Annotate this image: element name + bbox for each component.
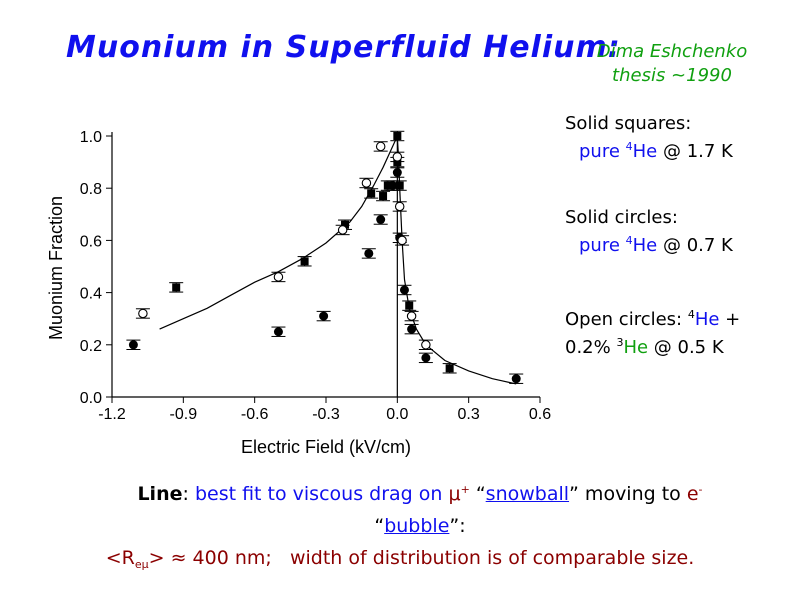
- y-tick-label: 0.2: [80, 338, 102, 355]
- data-point-circle-filled: [271, 326, 286, 337]
- marker-circle: [376, 215, 386, 225]
- data-point-circle-open: [392, 201, 407, 212]
- marker-open-circle: [273, 272, 284, 282]
- fit-line: [159, 135, 517, 385]
- y-tick-label: 0.4: [80, 286, 102, 303]
- marker-square: [393, 132, 402, 140]
- data-point-circle-filled: [418, 352, 433, 364]
- y-tick-label: 1.0: [80, 129, 102, 146]
- marker-open-circle: [361, 178, 372, 188]
- marker-open-circle: [421, 340, 431, 350]
- y-tick-label: 0.0: [80, 390, 102, 407]
- marker-square: [367, 189, 376, 198]
- marker-square: [393, 158, 402, 167]
- legend-solid-circles: Solid circles: pure 4He @ 0.7 K: [565, 204, 733, 260]
- marker-circle: [421, 353, 431, 363]
- data-point-square-filled: [390, 130, 405, 142]
- marker-open-circle: [337, 225, 348, 235]
- y-axis-title: Muonium Fraction: [46, 196, 66, 340]
- data-point-square-filled: [297, 256, 312, 267]
- legend-solid-squares: Solid squares: pure 4He @ 1.7 K: [565, 110, 733, 166]
- marker-circle: [364, 248, 374, 258]
- x-tick-label: -0.9: [170, 406, 198, 423]
- marker-open-circle: [406, 311, 417, 321]
- marker-square: [300, 257, 309, 266]
- marker-open-circle: [397, 235, 407, 246]
- marker-square: [445, 364, 454, 373]
- credit-author: Dima Eshchenko: [596, 41, 748, 62]
- chart-axes: -1.2 -0.9 -0.6 -0.3 0.0 0.3 0.6 0.0 0.2 0.4 0.6 0.8…: [80, 129, 551, 423]
- data-point-circle-filled: [126, 339, 141, 350]
- data-point-circle-filled: [509, 373, 524, 384]
- fit-line-layer: [159, 135, 517, 385]
- data-point-circle-filled: [373, 214, 388, 225]
- data-point-circle-open: [404, 310, 419, 322]
- data-point-circle-open: [373, 141, 388, 152]
- data-point-circle-filled: [316, 310, 331, 322]
- credit-source: thesis ~1990: [612, 65, 732, 86]
- legend-circles-desc: pure 4He @ 0.7 K: [579, 234, 733, 256]
- caption-radius: <Reμ> ≈ 400 nm; width of distribution is…: [105, 547, 695, 571]
- credit-note: Dima Eshchenko thesis ~1990: [584, 40, 760, 88]
- marker-circle: [128, 340, 138, 350]
- marker-circle: [388, 181, 398, 191]
- marker-circle: [392, 168, 402, 178]
- data-point-square-filled: [376, 190, 391, 202]
- data-point-circle-filled: [397, 284, 412, 296]
- legend-squares-heading: Solid squares:: [565, 113, 692, 134]
- data-point-circle-filled: [361, 248, 376, 259]
- x-tick-label: -0.3: [312, 406, 340, 423]
- data-points-layer: [126, 130, 524, 384]
- data-point-circle-open: [335, 224, 350, 236]
- marker-circle: [399, 285, 409, 295]
- marker-circle: [407, 324, 417, 334]
- marker-open-circle: [394, 201, 405, 212]
- data-point-square-filled: [402, 300, 417, 311]
- caption-fit-description: Line: best fit to viscous drag on μ+ “sn…: [137, 483, 703, 537]
- data-point-circle-filled: [390, 167, 405, 178]
- data-point-circle-open: [418, 339, 433, 350]
- marker-circle: [319, 311, 329, 321]
- marker-square: [379, 192, 388, 201]
- x-tick-label: -0.6: [241, 406, 269, 423]
- x-tick-label: -1.2: [98, 406, 126, 423]
- legend-circles-heading: Solid circles:: [565, 207, 678, 228]
- marker-circle: [511, 374, 521, 384]
- x-tick-label: 0.0: [386, 406, 408, 423]
- marker-square: [395, 181, 404, 190]
- marker-square: [341, 220, 350, 229]
- data-point-circle-open: [390, 151, 405, 163]
- page-title: Muonium in Superfluid Helium:: [66, 30, 621, 65]
- data-point-circle-filled: [385, 180, 400, 191]
- y-tick-label: 0.6: [80, 233, 102, 250]
- marker-open-circle: [138, 308, 148, 319]
- marker-open-circle: [375, 141, 386, 152]
- legend-open-line1: Open circles: 4He +: [565, 308, 741, 330]
- data-point-circle-open: [395, 235, 410, 246]
- data-point-circle-filled: [404, 323, 419, 335]
- marker-square: [405, 301, 414, 310]
- legend-squares-desc: pure 4He @ 1.7 K: [579, 140, 733, 162]
- x-axis-title: Electric Field (kV/cm): [241, 437, 411, 457]
- y-tick-label: 0.8: [80, 181, 102, 198]
- x-tick-label: 0.3: [458, 406, 480, 423]
- marker-square: [383, 181, 392, 190]
- legend-open-circles: Open circles: 4He + 0.2% 3He @ 0.5 K: [565, 306, 740, 362]
- data-point-circle-open: [135, 308, 150, 319]
- data-point-square-filled: [364, 188, 379, 199]
- data-point-circle-open: [271, 271, 286, 283]
- marker-open-circle: [392, 152, 403, 162]
- data-point-circle-open: [359, 177, 374, 189]
- data-point-square-filled: [442, 363, 457, 374]
- x-tick-label: 0.6: [529, 406, 551, 423]
- legend-open-line2: 0.2% 3He @ 0.5 K: [565, 336, 724, 358]
- marker-square: [172, 283, 181, 292]
- marker-circle: [273, 327, 283, 337]
- data-point-square-filled: [169, 282, 184, 293]
